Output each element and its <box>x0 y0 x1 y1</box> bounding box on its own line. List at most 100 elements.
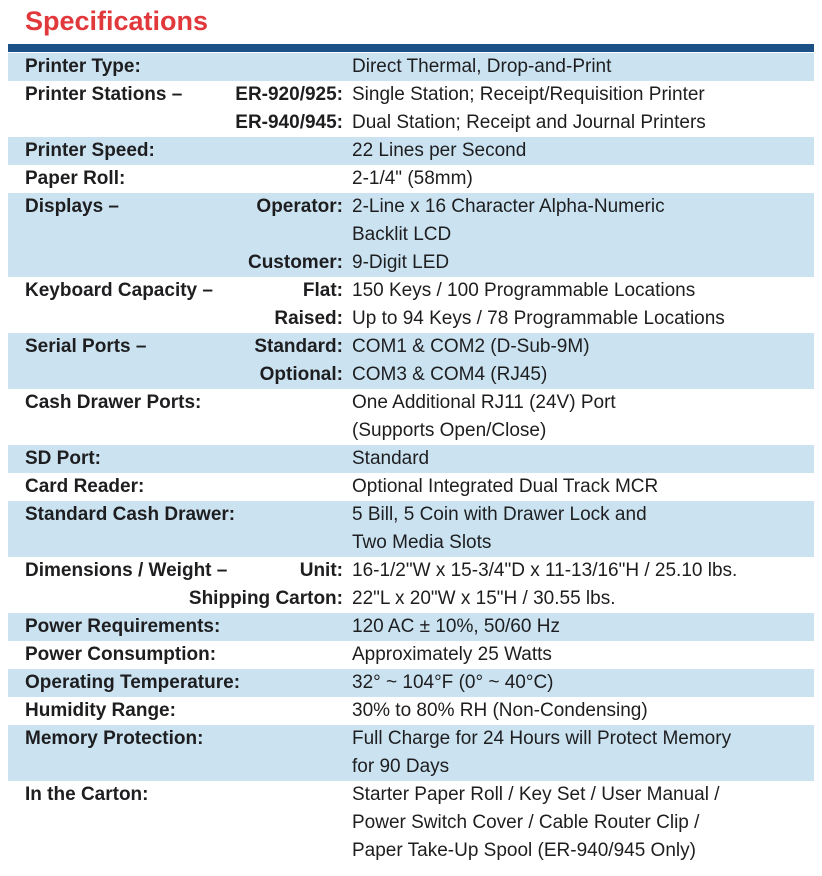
spec-entry: Card Reader: Optional Integrated Dual Tra… <box>25 473 804 501</box>
spec-row: Displays – Operator: 2-Line x 16 Character… <box>8 193 814 277</box>
spec-value-cell: 9-Digit LED <box>343 249 804 277</box>
spec-label: SD Port: <box>25 448 101 469</box>
spec-label-cell: Paper Roll: <box>25 165 343 193</box>
spec-entry: Paper Roll: 2-1/4" (58mm) <box>25 165 804 193</box>
spec-label: Humidity Range: <box>25 700 176 721</box>
spec-entry: Humidity Range: 30% to 80% RH (Non-Conden… <box>25 697 804 725</box>
spec-label-cell: Standard Cash Drawer: <box>25 501 343 529</box>
spec-value-cell: 2-Line x 16 Character Alpha-Numeric Backl… <box>343 193 804 249</box>
spec-row: SD Port: Standard <box>8 445 814 473</box>
spec-entry: Printer Type: Direct Thermal, Drop-and-Pr… <box>25 53 804 81</box>
spec-entry: Customer: 9-Digit LED <box>25 249 804 277</box>
spec-entry: Printer Speed: 22 Lines per Second <box>25 137 804 165</box>
spec-entry: Serial Ports – Standard: COM1 & COM2 (D-Su… <box>25 333 804 361</box>
spec-value: 30% to 80% RH (Non-Condensing) <box>352 700 648 721</box>
spec-sublabel: Standard: <box>254 336 343 357</box>
spec-value-cell: Approximately 25 Watts <box>343 641 804 669</box>
spec-sublabel: Shipping Carton: <box>188 588 343 609</box>
spec-sublabel: Flat: <box>302 280 343 301</box>
spec-row: Memory Protection: Full Charge for 24 Hou… <box>8 725 814 781</box>
spec-entry: Operating Temperature: 32° ~ 104°F (0° ~ … <box>25 669 804 697</box>
spec-value: (Supports Open/Close) <box>352 420 547 441</box>
spec-value: One Additional RJ11 (24V) Port <box>352 392 616 413</box>
spec-value: 2-1/4" (58mm) <box>352 168 473 189</box>
spec-entry: Printer Stations – ER-920/925: Single Stat… <box>25 81 804 109</box>
spec-value-cell: Optional Integrated Dual Track MCR <box>343 473 804 501</box>
spec-value-cell: Standard <box>343 445 804 473</box>
spec-label-cell: SD Port: <box>25 445 343 473</box>
spec-entry: Keyboard Capacity – Flat: 150 Keys / 100 P… <box>25 277 804 305</box>
spec-label-cell: Power Requirements: <box>25 613 343 641</box>
spec-sublabel: Raised: <box>274 308 343 329</box>
spec-value-cell: 150 Keys / 100 Programmable Locations <box>343 277 804 305</box>
spec-value: 2-Line x 16 Character Alpha-Numeric <box>352 196 665 217</box>
spec-entry: ER-940/945: Dual Station; Receipt and Jou… <box>25 109 804 137</box>
spec-label-cell: Operating Temperature: <box>25 669 343 697</box>
spec-row: In the Carton: Starter Paper Roll / Key S… <box>8 781 814 865</box>
spec-entry: Dimensions / Weight – Unit: 16-1/2"W x 15-… <box>25 557 804 585</box>
spec-value-cell: 16-1/2"W x 15-3/4"D x 11-13/16"H / 25.10… <box>343 557 804 585</box>
spec-value-cell: 5 Bill, 5 Coin with Drawer Lock and Two M… <box>343 501 804 557</box>
spec-value: 120 AC ± 10%, 50/60 Hz <box>352 616 560 637</box>
spec-label-cell: Shipping Carton: <box>25 585 343 613</box>
spec-value: Full Charge for 24 Hours will Protect Me… <box>352 728 732 749</box>
spec-entry: Cash Drawer Ports: One Additional RJ11 (2… <box>25 389 804 445</box>
spec-label-cell: Customer: <box>25 249 343 277</box>
spec-value: Standard <box>352 448 430 469</box>
spec-row: Operating Temperature: 32° ~ 104°F (0° ~ … <box>8 669 814 697</box>
spec-entry: Raised: Up to 94 Keys / 78 Programmable L… <box>25 305 804 333</box>
spec-label: Serial Ports – <box>25 336 147 357</box>
spec-entry: SD Port: Standard <box>25 445 804 473</box>
spec-label: Power Consumption: <box>25 644 217 665</box>
spec-row: Power Requirements: 120 AC ± 10%, 50/60 H… <box>8 613 814 641</box>
spec-row: Keyboard Capacity – Flat: 150 Keys / 100 P… <box>8 277 814 333</box>
spec-entry: Standard Cash Drawer: 5 Bill, 5 Coin with… <box>25 501 804 557</box>
spec-value-cell: Single Station; Receipt/Requisition Prin… <box>343 81 804 109</box>
spec-label: Printer Type: <box>25 56 141 77</box>
spec-value: Up to 94 Keys / 78 Programmable Location… <box>352 308 725 329</box>
spec-row: Serial Ports – Standard: COM1 & COM2 (D-Su… <box>8 333 814 389</box>
spec-value-cell: COM3 & COM4 (RJ45) <box>343 361 804 389</box>
spec-value-cell: COM1 & COM2 (D-Sub-9M) <box>343 333 804 361</box>
spec-entry: In the Carton: Starter Paper Roll / Key S… <box>25 781 804 865</box>
spec-value-cell: 22 Lines per Second <box>343 137 804 165</box>
spec-label-cell: In the Carton: <box>25 781 343 809</box>
spec-label-cell: Card Reader: <box>25 473 343 501</box>
spec-sublabel: Operator: <box>256 196 343 217</box>
spec-value: Single Station; Receipt/Requisition Prin… <box>352 84 705 105</box>
spec-label: Operating Temperature: <box>25 672 241 693</box>
spec-sublabel: Customer: <box>247 252 343 273</box>
spec-entry: Optional: COM3 & COM4 (RJ45) <box>25 361 804 389</box>
spec-value: 5 Bill, 5 Coin with Drawer Lock and <box>352 504 647 525</box>
spec-label-cell: Serial Ports – Standard: <box>25 333 343 361</box>
spec-sublabel: ER-920/925: <box>235 84 343 105</box>
spec-value: COM3 & COM4 (RJ45) <box>352 364 548 385</box>
spec-label-cell: Raised: <box>25 305 343 333</box>
spec-row: Card Reader: Optional Integrated Dual Tra… <box>8 473 814 501</box>
spec-row: Humidity Range: 30% to 80% RH (Non-Conden… <box>8 697 814 725</box>
spec-label-cell: Cash Drawer Ports: <box>25 389 343 417</box>
spec-label-cell: Printer Stations – ER-920/925: <box>25 81 343 109</box>
spec-value: for 90 Days <box>352 756 450 777</box>
spec-label: Printer Stations – <box>25 84 183 105</box>
spec-value-cell: One Additional RJ11 (24V) Port (Supports … <box>343 389 804 445</box>
spec-label-cell: Keyboard Capacity – Flat: <box>25 277 343 305</box>
spec-value: Backlit LCD <box>352 224 452 245</box>
spec-value: COM1 & COM2 (D-Sub-9M) <box>352 336 590 357</box>
spec-table: Printer Type: Direct Thermal, Drop-and-Pr… <box>8 53 814 865</box>
spec-value-cell: 120 AC ± 10%, 50/60 Hz <box>343 613 804 641</box>
spec-value-cell: 30% to 80% RH (Non-Condensing) <box>343 697 804 725</box>
spec-label-cell: Dimensions / Weight – Unit: <box>25 557 343 585</box>
spec-row: Printer Type: Direct Thermal, Drop-and-Pr… <box>8 53 814 81</box>
spec-label-cell: ER-940/945: <box>25 109 343 137</box>
spec-value: 16-1/2"W x 15-3/4"D x 11-13/16"H / 25.10… <box>352 560 738 581</box>
spec-value: 22 Lines per Second <box>352 140 527 161</box>
spec-label-cell: Optional: <box>25 361 343 389</box>
spec-entry: Power Consumption: Approximately 25 Watts <box>25 641 804 669</box>
spec-value: Direct Thermal, Drop-and-Print <box>352 56 612 77</box>
header-divider-bar <box>8 44 814 52</box>
spec-value: Optional Integrated Dual Track MCR <box>352 476 659 497</box>
spec-label: Card Reader: <box>25 476 145 497</box>
page-title: Specifications <box>25 6 209 36</box>
